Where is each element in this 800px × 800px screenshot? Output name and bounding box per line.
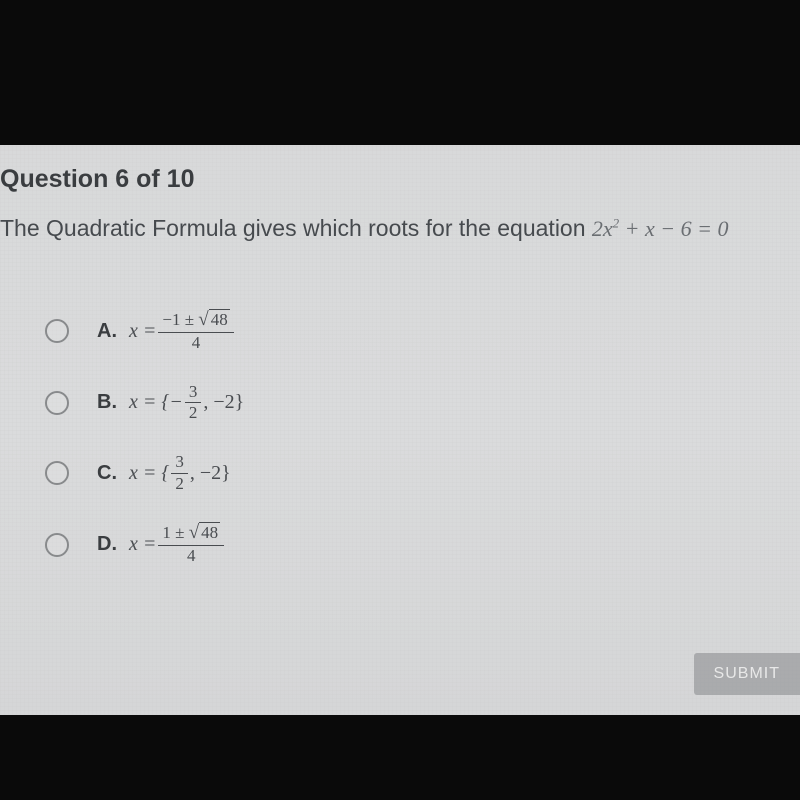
option-d-label: D. <box>97 533 117 556</box>
option-a-math: x = −1 ± √48 4 <box>129 310 236 353</box>
question-number: Question 6 of 10 <box>0 165 194 194</box>
option-b-math: x = {− 3 2 , −2} <box>129 383 244 423</box>
prompt-text: The Quadratic Formula gives which roots … <box>0 215 592 241</box>
option-a[interactable]: A. x = −1 ± √48 4 <box>45 310 244 353</box>
question-prompt: The Quadratic Formula gives which roots … <box>0 215 728 242</box>
option-c[interactable]: C. x = { 3 2 , −2} <box>45 453 244 493</box>
fraction-d: 1 ± √48 4 <box>158 523 224 566</box>
option-d-math: x = 1 ± √48 4 <box>129 523 226 566</box>
fraction-c: 3 2 <box>171 453 188 493</box>
answer-options: A. x = −1 ± √48 4 B. x = {− 3 2 , −2} C. <box>45 310 244 596</box>
radio-c[interactable] <box>45 461 69 485</box>
option-a-label: A. <box>97 320 117 343</box>
radio-b[interactable] <box>45 391 69 415</box>
submit-button[interactable]: SUBMIT <box>694 653 800 695</box>
option-c-label: C. <box>97 462 117 485</box>
option-c-math: x = { 3 2 , −2} <box>129 453 231 493</box>
radio-a[interactable] <box>45 319 69 343</box>
fraction-b: 3 2 <box>185 383 202 423</box>
option-d[interactable]: D. x = 1 ± √48 4 <box>45 523 244 566</box>
question-panel: Question 6 of 10 The Quadratic Formula g… <box>0 145 800 715</box>
option-b-label: B. <box>97 391 117 414</box>
radio-d[interactable] <box>45 533 69 557</box>
option-b[interactable]: B. x = {− 3 2 , −2} <box>45 383 244 423</box>
equation: 2x2 + x − 6 = 0 <box>592 216 729 241</box>
fraction-a: −1 ± √48 4 <box>158 310 233 353</box>
